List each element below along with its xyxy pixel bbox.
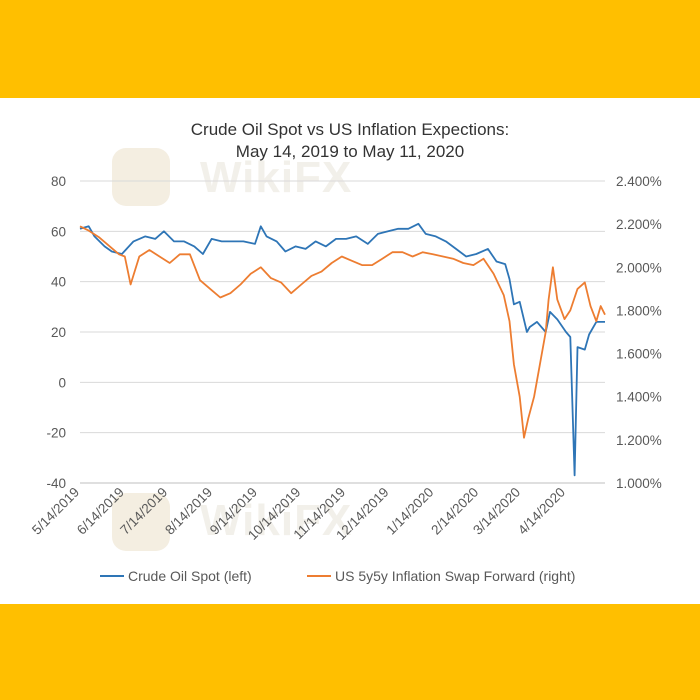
inflation-swap-series-line [79, 225, 606, 439]
x-tick-label: 1/14/2020 [383, 485, 436, 538]
x-tick-label: 4/14/2020 [515, 485, 568, 538]
y-right-tick-label: 1.600% [616, 347, 662, 362]
y-right-tick-label: 1.000% [616, 476, 662, 491]
y-right-tick-label: 2.400% [616, 174, 662, 189]
watermark-logo [112, 148, 170, 206]
line-chart: 80 60 40 20 0 -20 -40 2.400% 2.200% 2.000% 1.800% 1… [29, 174, 662, 584]
x-tick-label: 8/14/2019 [162, 485, 215, 538]
y-right-tick-label: 1.200% [616, 433, 662, 448]
y-right-tick-label: 2.000% [616, 260, 662, 275]
y-right-tick-label: 1.400% [616, 390, 662, 405]
watermark-logo [112, 493, 170, 551]
y-right-tick-label: 2.200% [616, 217, 662, 232]
legend-label: US 5y5y Inflation Swap Forward (right) [335, 568, 575, 584]
y-left-tick-label: -40 [46, 476, 66, 491]
y-left-tick-label: 80 [51, 174, 66, 189]
y-left-tick-label: -20 [46, 426, 66, 441]
legend-label: Crude Oil Spot (left) [128, 568, 252, 584]
watermark-wikifx: WikiFX [200, 153, 353, 202]
chart-title: Crude Oil Spot vs US Inflation Expection… [190, 120, 510, 139]
chart-card: Crude Oil Spot vs US Inflation Expection… [0, 98, 700, 604]
x-tick-label: 7/14/2019 [117, 485, 170, 538]
y-left-tick-label: 60 [51, 224, 66, 239]
crude-oil-series-line [79, 222, 605, 477]
y-right-tick-label: 1.800% [616, 303, 662, 318]
watermark-wikifx: WikiFX [200, 496, 353, 545]
y-left-tick-label: 0 [58, 375, 66, 390]
chart-subtitle: May 14, 2019 to May 11, 2020 [235, 142, 465, 161]
y-left-tick-label: 20 [51, 325, 66, 340]
y-left-tick-label: 40 [51, 275, 66, 290]
x-tick-label: 5/14/2019 [29, 485, 82, 538]
